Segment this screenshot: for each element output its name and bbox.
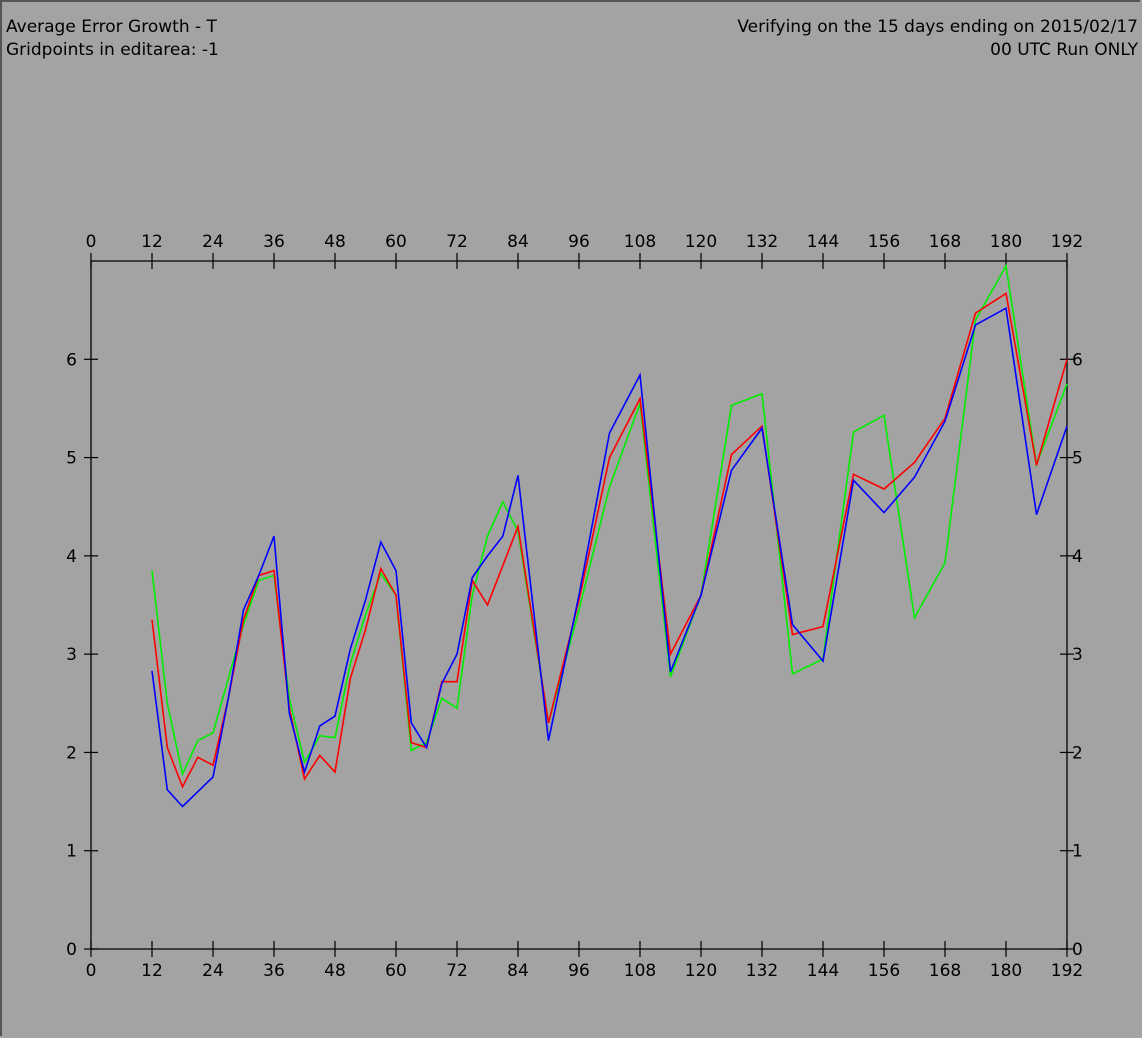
y-tick-label-right: 1 (1072, 842, 1083, 862)
x-tick-label-top: 36 (263, 232, 285, 252)
y-tick-label-right: 3 (1072, 645, 1083, 665)
x-tick-label-top: 48 (324, 232, 346, 252)
x-tick-label-bottom: 120 (685, 961, 717, 981)
x-tick-label-bottom: 156 (868, 961, 900, 981)
verification-period: Verifying on the 15 days ending on 2015/… (737, 17, 1138, 37)
x-tick-label-top: 168 (929, 232, 961, 252)
x-tick-label-top: 24 (202, 232, 224, 252)
series-line-1 (151, 263, 1068, 777)
series-lines (151, 263, 1068, 808)
gridpoints-label: Gridpoints in editarea: -1 (6, 40, 219, 60)
x-tick-label-bottom: 60 (385, 961, 407, 981)
x-tick-label-top: 60 (385, 232, 407, 252)
x-tick-label-top: 96 (568, 232, 590, 252)
x-tick-label-bottom: 36 (263, 961, 285, 981)
x-tick-label-bottom: 108 (624, 961, 656, 981)
y-tick-label-right: 5 (1072, 449, 1083, 469)
x-tick-label-bottom: 0 (86, 961, 97, 981)
x-tick-label-bottom: 96 (568, 961, 590, 981)
series-line-3 (151, 306, 1068, 808)
x-tick-label-top: 12 (141, 232, 163, 252)
x-tick-label-bottom: 48 (324, 961, 346, 981)
axes: 0012122424363648486060727284849696108108… (66, 232, 1083, 981)
x-tick-label-top: 72 (446, 232, 468, 252)
x-tick-label-bottom: 12 (141, 961, 163, 981)
y-tick-label-left: 3 (66, 645, 77, 665)
x-tick-label-top: 156 (868, 232, 900, 252)
y-tick-label-left: 0 (66, 940, 77, 960)
x-tick-label-top: 0 (86, 232, 97, 252)
y-tick-label-left: 5 (66, 449, 77, 469)
y-tick-label-right: 4 (1072, 547, 1083, 567)
x-tick-label-bottom: 132 (746, 961, 778, 981)
x-tick-label-top: 144 (807, 232, 839, 252)
x-tick-label-top: 192 (1051, 232, 1083, 252)
y-tick-label-left: 1 (66, 842, 77, 862)
y-tick-label-right: 0 (1072, 940, 1083, 960)
run-label: 00 UTC Run ONLY (990, 40, 1138, 60)
y-tick-label-right: 2 (1072, 743, 1083, 763)
x-tick-label-top: 180 (990, 232, 1022, 252)
x-tick-label-top: 132 (746, 232, 778, 252)
y-tick-label-left: 2 (66, 743, 77, 763)
y-tick-label-left: 4 (66, 547, 77, 567)
x-tick-label-top: 84 (507, 232, 529, 252)
x-tick-label-top: 108 (624, 232, 656, 252)
x-tick-label-top: 120 (685, 232, 717, 252)
x-tick-label-bottom: 84 (507, 961, 529, 981)
y-tick-label-right: 6 (1072, 350, 1083, 370)
x-tick-label-bottom: 24 (202, 961, 224, 981)
x-tick-label-bottom: 144 (807, 961, 839, 981)
x-tick-label-bottom: 72 (446, 961, 468, 981)
x-tick-label-bottom: 168 (929, 961, 961, 981)
x-tick-label-bottom: 192 (1051, 961, 1083, 981)
chart-title: Average Error Growth - T (6, 17, 217, 37)
x-tick-label-bottom: 180 (990, 961, 1022, 981)
y-tick-label-left: 6 (66, 350, 77, 370)
